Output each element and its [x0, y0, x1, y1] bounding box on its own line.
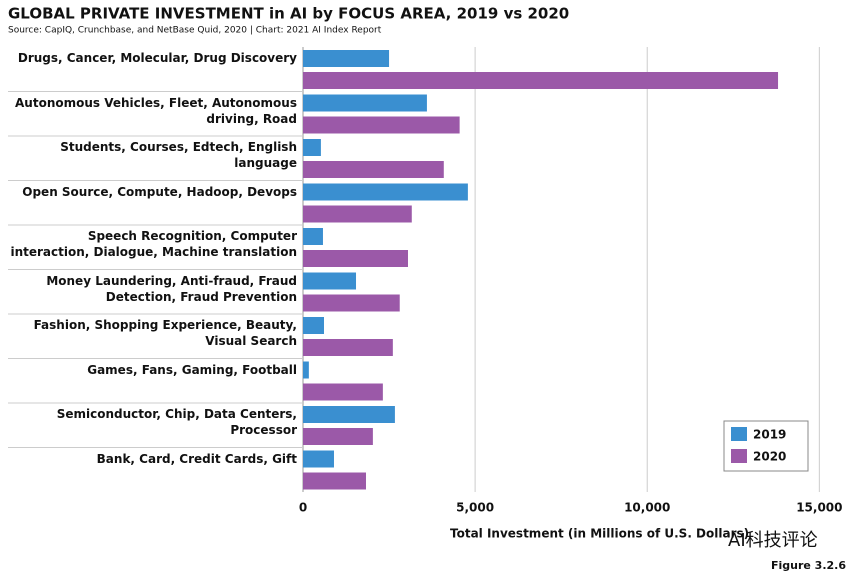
x-tick-label: 10,000: [624, 501, 670, 515]
x-tick-label: 15,000: [796, 501, 842, 515]
x-tick-label: 5,000: [456, 501, 494, 515]
bar: [303, 72, 779, 89]
bar: [303, 361, 309, 379]
bar: [303, 116, 460, 134]
bar: [303, 250, 408, 267]
bar: [303, 161, 444, 178]
y-tick-label: Bank, Card, Credit Cards, Gift: [96, 451, 297, 466]
chart-title: GLOBAL PRIVATE INVESTMENT in AI by FOCUS…: [8, 5, 569, 23]
y-tick-label: Money Laundering, Anti-fraud, Fraud Dete…: [46, 273, 297, 304]
y-tick-label: Drugs, Cancer, Molecular, Drug Discovery: [17, 51, 297, 65]
legend-swatch: [731, 449, 747, 463]
y-tick-label: Games, Fans, Gaming, Football: [87, 362, 297, 377]
bar: [303, 205, 412, 223]
bar: [303, 139, 321, 156]
legend-label: 2020: [753, 450, 786, 464]
chart-subtitle: Source: CapIQ, Crunchbase, and NetBase Q…: [8, 26, 382, 36]
legend-label: 2019: [753, 428, 786, 442]
bar: [303, 450, 334, 468]
y-tick-label: Autonomous Vehicles, Fleet, Autonomous d…: [15, 95, 297, 126]
x-axis-label: Total Investment (in Millions of U.S. Do…: [450, 527, 749, 541]
y-tick-label: Semiconductor, Chip, Data Centers, Proce…: [56, 407, 297, 437]
bar: [303, 183, 468, 201]
bar: [303, 94, 427, 112]
bar: [303, 406, 395, 423]
figure-label: Figure 3.2.6: [771, 559, 846, 572]
legend-swatch: [731, 427, 747, 441]
y-tick-label: Students, Courses, Edtech, English langu…: [60, 140, 297, 170]
bar: [303, 428, 373, 445]
y-tick-label: Open Source, Compute, Hadoop, Devops: [22, 184, 297, 199]
bar: [303, 50, 390, 67]
watermark: AI科技评论: [728, 530, 818, 551]
bar: [303, 339, 393, 356]
x-tick-label: 0: [299, 501, 307, 515]
y-tick-label: Fashion, Shopping Experience, Beauty, Vi…: [33, 318, 297, 348]
bar: [303, 294, 400, 312]
bar: [303, 228, 323, 245]
bar: [303, 272, 357, 290]
bar: [303, 472, 366, 490]
bar: [303, 317, 324, 334]
bar: [303, 383, 383, 401]
y-tick-label: Speech Recognition, Computer interaction…: [10, 229, 297, 259]
